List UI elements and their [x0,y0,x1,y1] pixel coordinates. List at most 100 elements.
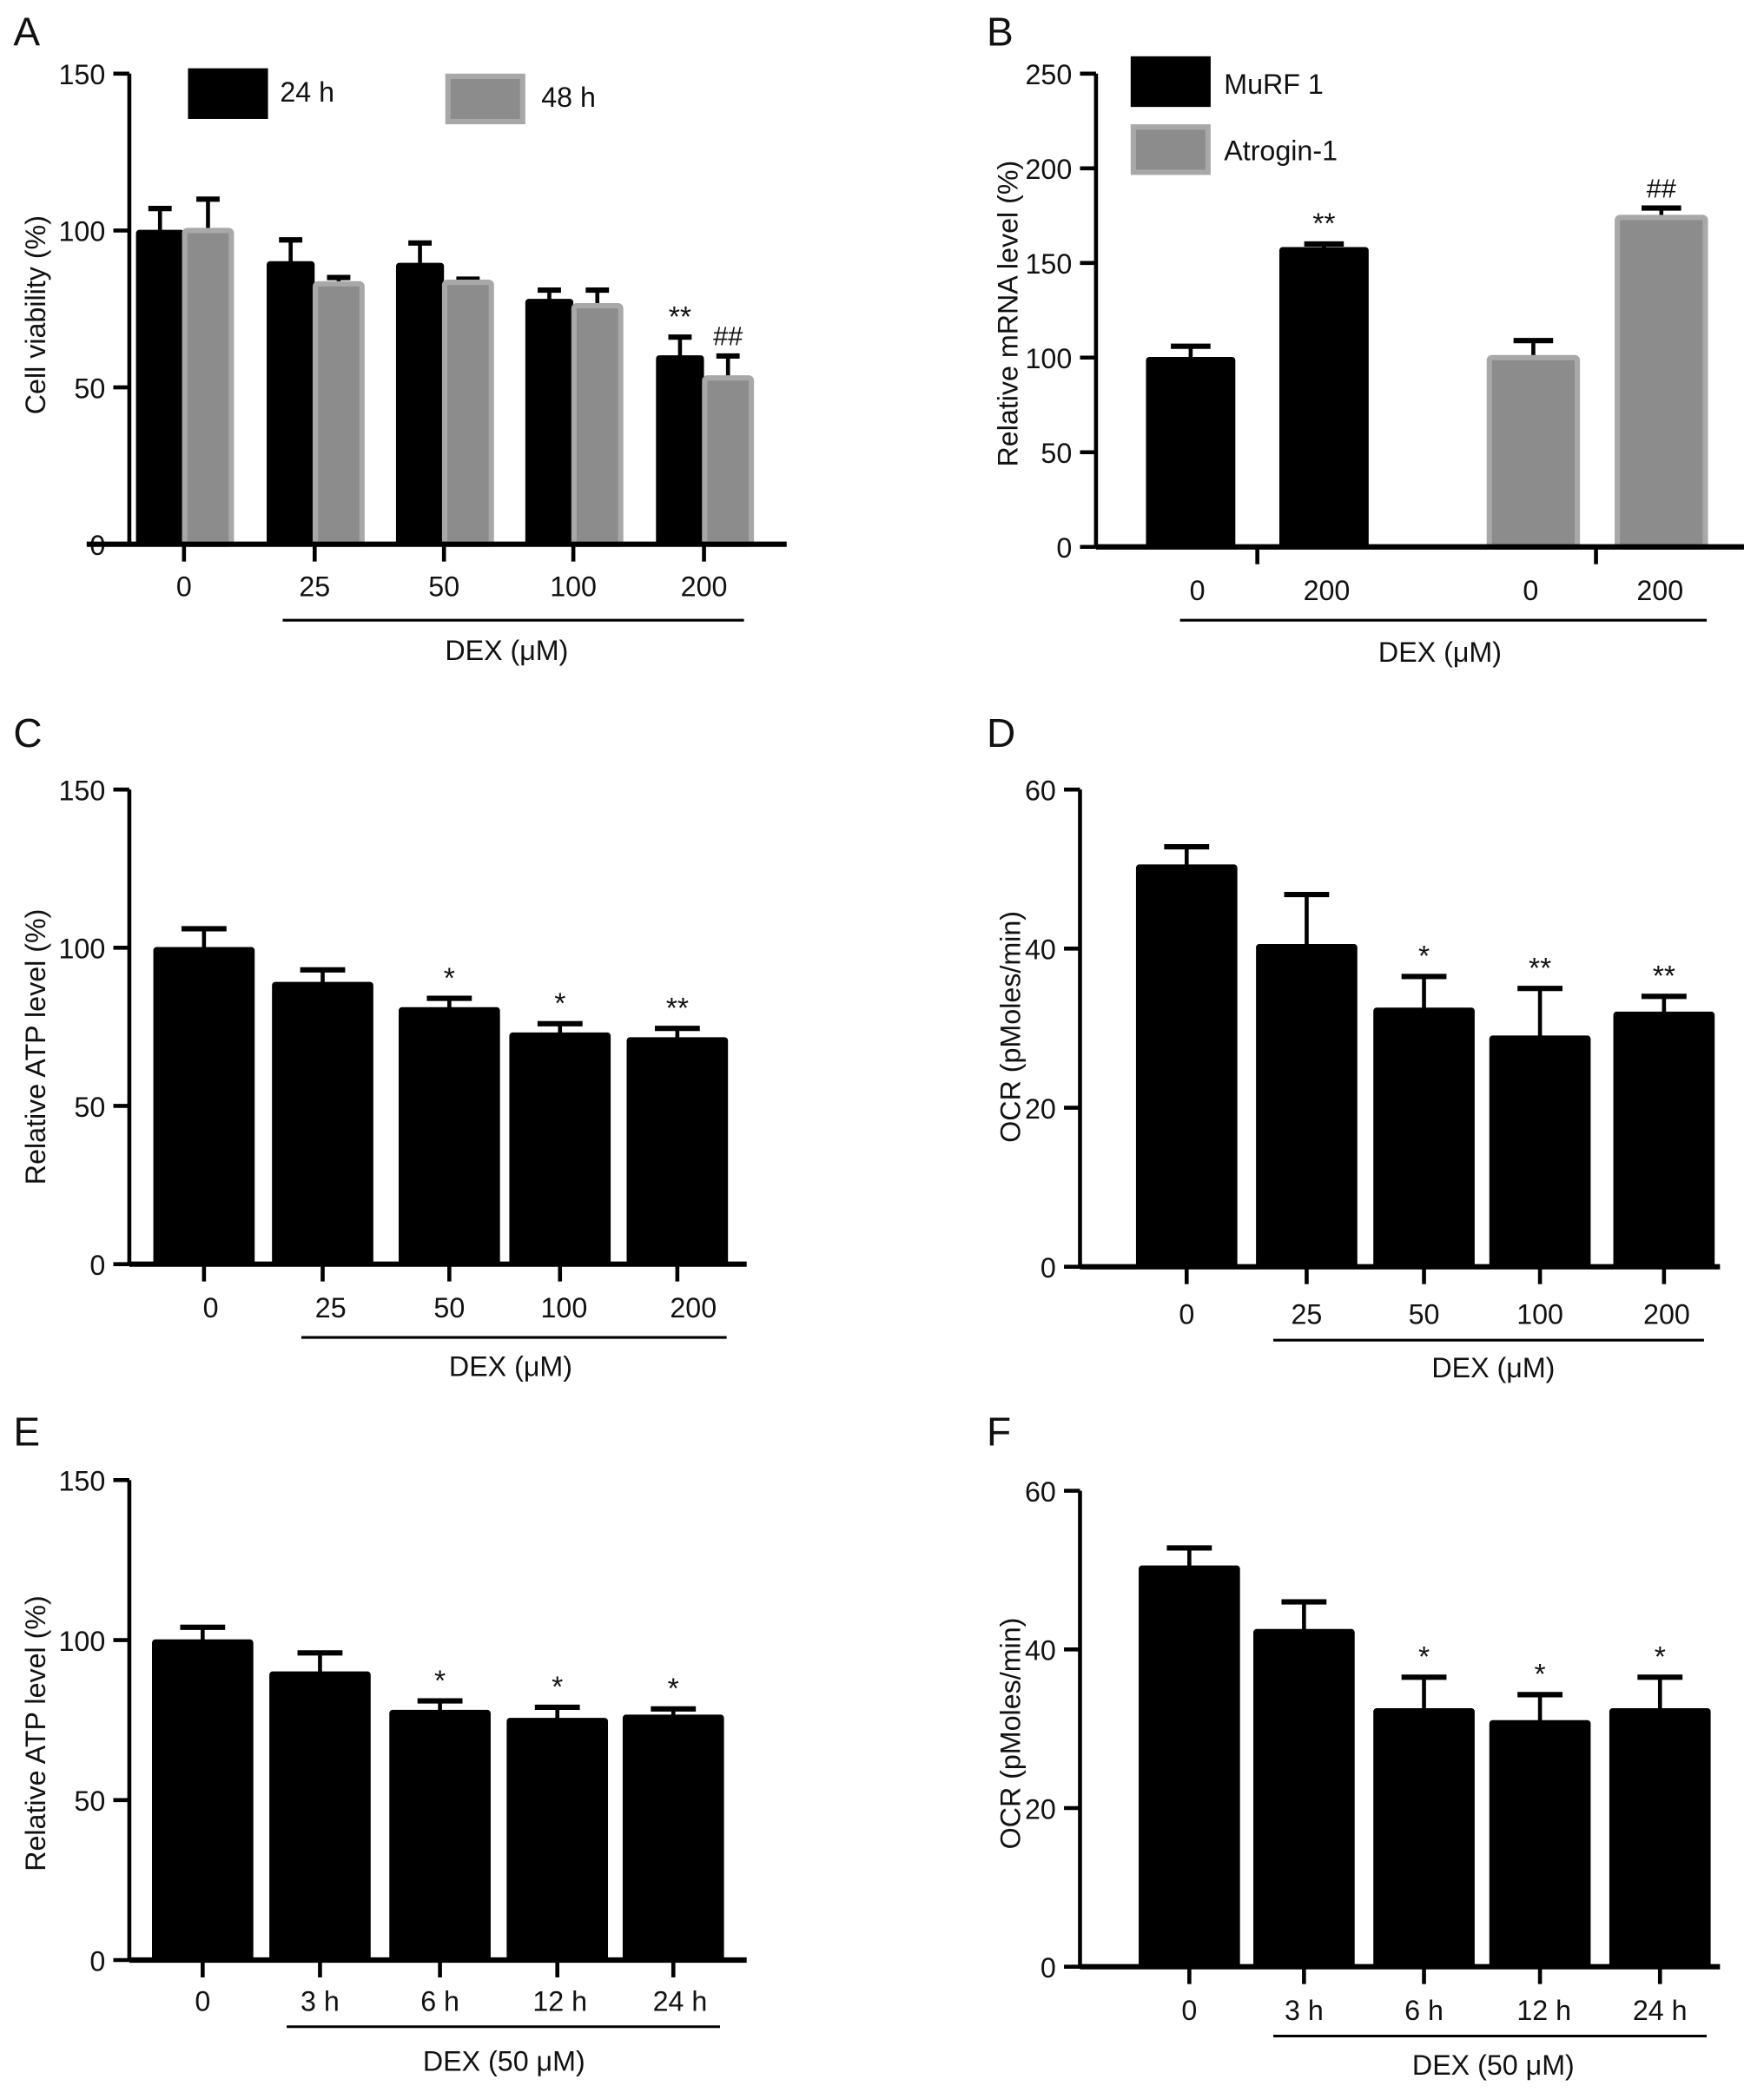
x-tick-label: 0 [1179,1299,1194,1330]
x-tick-label: 50 [433,1292,465,1323]
x-tick-label: 24 h [653,1985,708,2016]
bar [1278,247,1369,548]
significance-label: ** [1312,208,1335,241]
bar [1139,1565,1240,1968]
significance-label: ** [666,992,689,1025]
significance-label: * [434,1664,446,1697]
bar [1486,354,1581,550]
significance-label: * [1535,1658,1546,1691]
y-axis-title: OCR (pMoles/min) [994,911,1026,1143]
panel-letter: B [987,10,1014,55]
bar [152,1639,254,1961]
significance-label: ** [1653,960,1675,993]
y-axis-title: Relative ATP level (%) [20,1595,51,1871]
x-tick-label: 25 [299,571,330,603]
significance-label: * [1418,940,1430,973]
bar [389,1709,491,1961]
legend-label: Atrogin-1 [1224,135,1338,167]
y-tick-label: 50 [74,1785,105,1817]
bar [182,228,235,547]
panel-e: E 0 50 100 150 Relative ATP level (%) * * * 0 3 h 6… [13,1409,747,2076]
x-tick-label: 200 [670,1292,717,1323]
bar [1373,1708,1475,1968]
legend-swatch [1130,124,1211,175]
bar [395,262,445,545]
y-tick-label: 40 [1025,934,1056,966]
significance-label: * [1418,1640,1430,1673]
y-tick-label: 50 [1041,438,1072,469]
panel-letter: A [13,10,40,55]
x-axis-title: DEX (50 μM) [423,2045,585,2076]
x-tick-label: 25 [1292,1299,1323,1330]
bar [525,299,574,545]
x-axis-title: DEX (μM) [1431,1352,1555,1383]
x-tick-label: 25 [315,1292,347,1323]
panel-letter: C [13,710,42,756]
x-axis-title: DEX (μM) [1378,637,1502,668]
legend-label: 48 h [541,82,596,113]
x-tick-label: 24 h [1633,1995,1688,2026]
bar [506,1718,609,1961]
y-tick-label: 100 [59,216,106,248]
legend-swatch [188,68,268,119]
panel-b: B 0 50 100 150 200 250 Relative mRNA level (%) *… [987,10,1744,668]
bar [1146,356,1236,548]
significance-label: ** [669,300,691,333]
bar [1615,215,1708,550]
y-tick-label: 0 [89,1250,105,1281]
x-tick-label: 0 [176,571,192,603]
panel-a: A 0 50 100 150 Cell viability (%) ** 24 h ## 48 h… [13,10,787,666]
y-tick-label: 60 [1025,1476,1056,1508]
significance-label: ## [713,321,743,352]
y-tick-label: 150 [59,1466,106,1497]
bar [272,981,373,1265]
bar [1489,1035,1591,1268]
significance-label: * [552,1671,563,1704]
bar [1609,1708,1711,1968]
y-axis-title: Relative ATP level (%) [20,909,51,1185]
x-tick-label: 6 h [1404,1995,1444,2026]
x-tick-label: 0 [1181,1995,1197,2026]
bar [1253,1628,1355,1968]
y-axis-title: Relative mRNA level (%) [992,161,1023,467]
x-tick-label: 0 [195,1985,210,2016]
bar [1256,943,1358,1268]
significance-label: * [1655,1640,1666,1673]
panel-letter: F [987,1409,1011,1454]
y-tick-label: 100 [59,1626,106,1657]
legend-swatch [1130,56,1211,108]
y-tick-label: 40 [1025,1635,1056,1667]
y-tick-label: 150 [1025,248,1072,280]
bar [626,1037,729,1265]
x-tick-label: 3 h [301,1985,340,2016]
bar [509,1032,611,1265]
bar [1135,864,1238,1268]
bar [312,281,365,547]
x-tick-label: 0 [1523,575,1538,606]
bar [269,1671,371,1961]
panel-letter: D [987,710,1015,756]
x-tick-label: 200 [1643,1299,1690,1330]
significance-label: ## [1647,173,1676,203]
x-tick-label: 6 h [420,1985,459,2016]
bar [267,261,315,545]
bar [1373,1007,1475,1268]
x-tick-label: 0 [203,1292,219,1323]
y-tick-label: 0 [1041,1952,1056,1983]
y-axis-title: OCR (pMoles/min) [994,1618,1026,1850]
x-tick-label: 50 [428,571,459,603]
y-axis-title: Cell viability (%) [20,215,51,414]
legend-label: MuRF 1 [1224,69,1324,100]
bar [399,1007,500,1265]
bar [622,1714,724,1961]
y-tick-label: 60 [1025,775,1056,806]
x-axis-title: DEX (μM) [445,635,568,666]
y-tick-label: 150 [59,59,106,90]
x-tick-label: 100 [540,1292,587,1323]
bar [656,355,704,545]
x-tick-label: 200 [681,571,728,603]
x-tick-label: 100 [550,571,597,603]
